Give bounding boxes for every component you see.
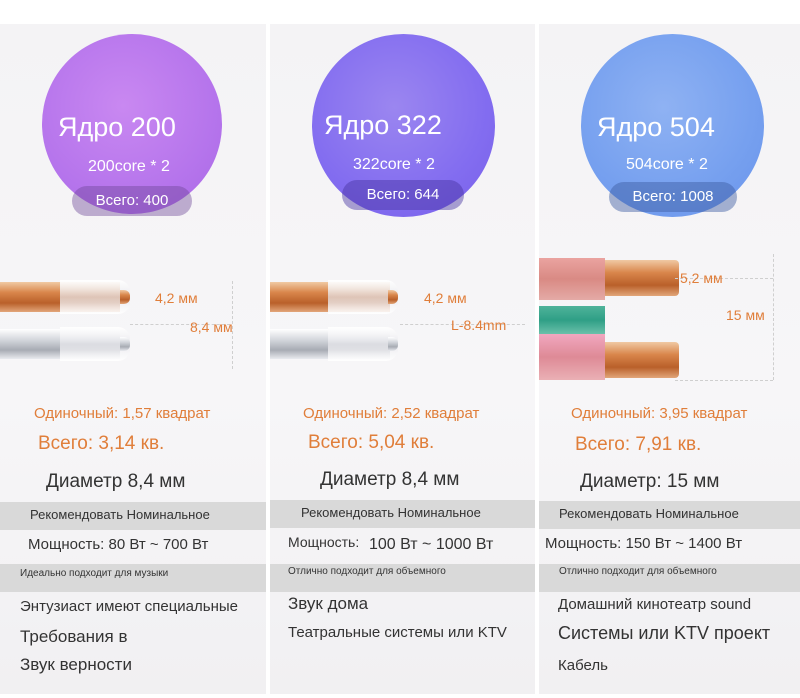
core-total-pill: Всего: 1008: [609, 182, 737, 212]
inner-dimension: 5,2 мм: [680, 270, 723, 286]
cable-jacket: [328, 327, 398, 361]
description-line: Энтузиаст имеют специальные: [20, 598, 238, 615]
diameter: Диаметр 8,4 мм: [320, 469, 460, 490]
power-rating: 100 Вт ~ 1000 Вт: [369, 536, 494, 553]
outer-dimension: 8,4 мм: [190, 319, 233, 335]
total-cross-section: Всего: 3,14 кв.: [38, 433, 165, 454]
description-line: Звук дома: [288, 594, 369, 613]
description-line: Требования в: [20, 627, 128, 646]
description-line: Звук верности: [20, 655, 132, 674]
total-cross-section: Всего: 7,91 кв.: [575, 434, 702, 455]
cable-jacket: [60, 327, 130, 361]
product-panel-core-200: Ядро 200 200core * 2 Всего: 400 4,2 мм 8…: [0, 24, 266, 694]
cable-jacket: [328, 280, 398, 314]
inner-dimension: 4,2 мм: [155, 290, 198, 306]
total-cross-section: Всего: 5,04 кв.: [308, 432, 435, 453]
usage-band: [0, 564, 266, 592]
diameter: Диаметр: 15 мм: [580, 471, 720, 492]
single-cross-section: Одиночный: 2,52 квадрат: [303, 405, 480, 422]
core-count: 322core * 2: [353, 156, 435, 173]
inner-dimension: 4,2 мм: [424, 290, 467, 306]
copper-tip: [120, 290, 130, 304]
core-badge-circle: Ядро 322 322core * 2 Всего: 644: [312, 34, 495, 217]
usage-band: [539, 564, 800, 592]
recommend-label: Рекомендовать Номинальное: [30, 507, 210, 522]
dimension-line: [675, 380, 773, 381]
description-line: Театральные системы или KTV: [288, 624, 507, 641]
dimension-line: [773, 254, 774, 380]
power-label: Мощность:: [288, 534, 360, 550]
copper-tip: [388, 290, 398, 304]
product-panel-core-504: Ядро 504 504core * 2 Всего: 1008 5,2 мм …: [539, 24, 800, 694]
recommend-band: [539, 501, 800, 529]
core-total-pill: Всего: 400: [72, 186, 192, 216]
recommend-label: Рекомендовать Номинальное: [301, 505, 481, 520]
usage-label: Идеально подходит для музыки: [20, 568, 169, 579]
dimension-line: [130, 324, 230, 325]
outer-dimension: 15 мм: [726, 307, 765, 323]
pink-jacket: [539, 334, 605, 380]
core-title: Ядро 200: [58, 112, 176, 142]
core-count: 200core * 2: [88, 158, 170, 175]
pink-jacket: [539, 258, 605, 300]
power-rating: Мощность: 150 Вт ~ 1400 Вт: [545, 535, 743, 552]
core-title: Ядро 504: [597, 112, 715, 142]
diameter: Диаметр 8,4 мм: [46, 471, 186, 492]
power-rating: Мощность: 80 Вт ~ 700 Вт: [28, 536, 209, 553]
usage-label: Отлично подходит для объемного: [288, 566, 446, 577]
green-stripe: [539, 306, 605, 334]
single-cross-section: Одиночный: 1,57 квадрат: [34, 405, 211, 422]
description-line: Кабель: [558, 657, 608, 674]
cable-jacket: [60, 280, 130, 314]
core-count: 504core * 2: [626, 156, 708, 173]
product-panel-core-322: Ядро 322 322core * 2 Всего: 644 4,2 мм L…: [270, 24, 535, 694]
single-cross-section: Одиночный: 3,95 квадрат: [571, 405, 748, 422]
core-badge-circle: Ядро 504 504core * 2 Всего: 1008: [581, 34, 764, 217]
core-title: Ядро 322: [324, 110, 442, 140]
outer-dimension: L-8.4mm: [451, 317, 507, 333]
dimension-line: [232, 281, 233, 369]
description-line: Домашний кинотеатр sound: [558, 596, 752, 613]
dimension-line: [675, 278, 773, 279]
silver-tip: [388, 337, 398, 351]
recommend-label: Рекомендовать Номинальное: [559, 506, 739, 521]
core-total-pill: Всего: 644: [342, 180, 464, 210]
silver-tip: [120, 337, 130, 351]
recommend-band: [0, 502, 266, 530]
stranded-copper-conductor: [605, 260, 679, 296]
stranded-copper-conductor: [605, 342, 679, 378]
usage-band: [270, 564, 535, 592]
description-line: Системы или KTV проект: [558, 623, 771, 643]
usage-label: Отлично подходит для объемного: [559, 566, 717, 577]
recommend-band: [270, 500, 535, 528]
dimension-line: [400, 324, 525, 325]
core-badge-circle: Ядро 200 200core * 2 Всего: 400: [42, 34, 222, 216]
